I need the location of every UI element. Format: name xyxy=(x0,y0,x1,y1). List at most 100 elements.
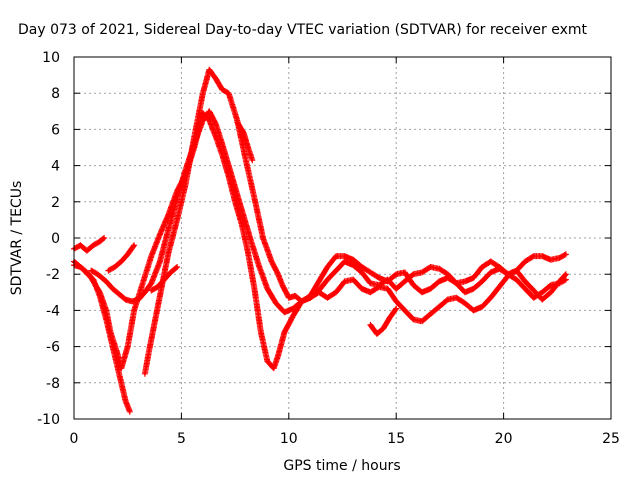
data-point xyxy=(515,269,518,272)
data-point xyxy=(98,240,102,243)
data-point xyxy=(266,359,269,363)
data-point xyxy=(429,287,432,290)
y-tick-label: 8 xyxy=(51,86,60,102)
data-point xyxy=(276,354,280,357)
data-point xyxy=(270,260,273,263)
data-point xyxy=(532,254,535,258)
series-arc-4 xyxy=(88,108,569,316)
data-point xyxy=(455,296,458,299)
data-point xyxy=(266,287,269,290)
data-point xyxy=(532,296,535,299)
data-point xyxy=(480,265,484,269)
data-point xyxy=(382,327,385,330)
data-point xyxy=(472,276,475,279)
data-point xyxy=(523,280,527,283)
data-point xyxy=(541,254,544,258)
data-point xyxy=(564,278,568,281)
data-point xyxy=(403,309,406,312)
data-point xyxy=(334,291,338,294)
data-point xyxy=(169,271,172,274)
grid-lines xyxy=(74,57,611,419)
x-tick-label: 20 xyxy=(495,431,513,447)
data-series xyxy=(71,66,569,415)
data-point xyxy=(326,278,329,281)
data-point xyxy=(549,283,553,287)
data-point xyxy=(532,289,535,292)
data-point xyxy=(143,372,147,375)
data-point xyxy=(253,287,256,290)
data-point xyxy=(420,320,424,323)
y-tick-label: 10 xyxy=(42,50,60,66)
data-point xyxy=(334,254,338,258)
series-arc-8 xyxy=(234,119,256,164)
data-point xyxy=(420,271,424,274)
data-point xyxy=(360,271,363,274)
data-point xyxy=(326,265,329,269)
y-tick-label: 2 xyxy=(51,195,60,211)
data-point xyxy=(244,159,247,162)
data-point xyxy=(429,312,432,316)
data-point xyxy=(343,260,346,263)
data-point xyxy=(498,285,501,289)
data-point xyxy=(154,316,157,319)
data-point xyxy=(463,291,467,294)
data-point xyxy=(102,236,106,240)
data-point xyxy=(386,278,389,281)
data-point xyxy=(541,298,544,301)
data-point xyxy=(248,236,252,240)
data-markers xyxy=(71,110,569,372)
data-point xyxy=(369,271,372,274)
data-point xyxy=(240,207,243,211)
data-point xyxy=(412,283,415,287)
data-point xyxy=(117,292,121,296)
data-point xyxy=(294,294,297,298)
data-point xyxy=(515,278,518,281)
y-tick-label: -6 xyxy=(46,340,60,356)
data-point xyxy=(253,197,256,200)
data-point xyxy=(208,119,211,122)
data-point xyxy=(105,309,108,312)
series-arc-6 xyxy=(141,66,569,377)
data-point xyxy=(113,265,117,269)
data-point xyxy=(79,244,82,247)
data-point xyxy=(143,291,147,294)
data-point xyxy=(158,233,162,236)
y-tick-label: 0 xyxy=(51,231,60,247)
series-arc-9 xyxy=(367,305,400,337)
data-markers xyxy=(367,305,400,337)
data-point xyxy=(193,135,196,138)
data-point xyxy=(343,280,346,283)
data-point xyxy=(412,273,415,276)
data-point xyxy=(246,251,250,254)
y-tick-label: -8 xyxy=(46,376,60,392)
x-axis-label: GPS time / hours xyxy=(283,458,400,474)
data-point xyxy=(227,92,230,95)
data-point xyxy=(506,273,510,276)
data-markers xyxy=(105,242,138,274)
x-tick-label: 5 xyxy=(177,431,186,447)
data-point xyxy=(541,291,544,294)
data-point xyxy=(214,77,217,80)
series-arc-3 xyxy=(71,110,569,372)
x-tick-label: 15 xyxy=(387,431,405,447)
data-point xyxy=(201,111,205,115)
data-point xyxy=(480,305,484,308)
y-tick-label: -4 xyxy=(46,303,60,319)
data-point xyxy=(403,280,406,283)
data-point xyxy=(150,289,153,292)
data-point xyxy=(201,92,205,95)
data-point xyxy=(352,258,355,261)
data-point xyxy=(386,287,389,290)
data-point xyxy=(343,254,346,258)
data-point xyxy=(360,265,363,269)
data-point xyxy=(412,318,415,321)
data-point xyxy=(446,273,449,276)
x-tick-label: 10 xyxy=(280,431,298,447)
data-point xyxy=(109,330,112,334)
data-point xyxy=(463,280,467,283)
data-point xyxy=(375,332,379,336)
data-point xyxy=(137,298,140,301)
data-point xyxy=(274,302,278,305)
data-point xyxy=(128,410,131,413)
